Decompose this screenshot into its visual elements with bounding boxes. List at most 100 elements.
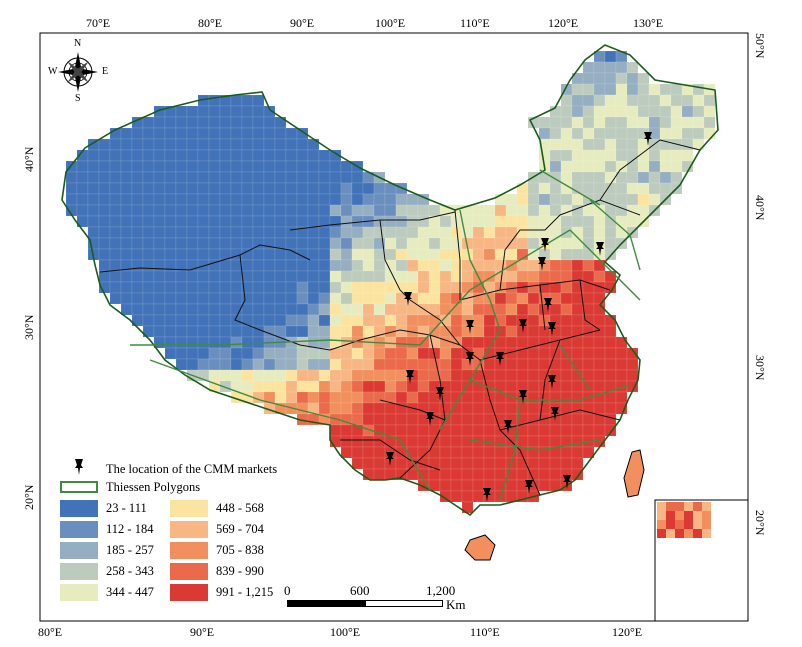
raster-cell [164,171,177,184]
inset-cell [675,511,684,520]
raster-cell [131,204,144,217]
raster-cell [197,358,210,371]
raster-cell [527,369,540,382]
raster-cell [351,369,364,382]
raster-cell [637,94,650,107]
raster-cell [560,94,573,107]
raster-cell [395,215,408,228]
raster-cell [549,358,562,371]
raster-cell [571,226,584,239]
thiessen-edge [569,229,641,301]
raster-cell [65,171,78,184]
raster-cell [219,215,232,228]
raster-cell [527,215,540,228]
raster-cell [120,226,133,239]
raster-cell [274,259,287,272]
raster-cell [395,193,408,206]
raster-cell [164,160,177,173]
raster-cell [318,193,331,206]
raster-cell [318,182,331,195]
raster-cell [362,248,375,261]
raster-cell [439,248,452,261]
raster-cell [373,446,386,459]
raster-cell [329,182,342,195]
raster-cell [604,413,617,426]
raster-cell [219,347,232,360]
raster-cell [175,149,188,162]
raster-cell [406,281,419,294]
raster-cell [483,468,496,481]
raster-cell [329,336,342,349]
raster-cell [219,259,232,272]
raster-cell [417,259,430,272]
raster-cell [307,347,320,360]
raster-cell [659,105,672,118]
raster-cell [593,358,606,371]
raster-cell [593,402,606,415]
raster-cell [527,237,540,250]
raster-cell [582,237,595,250]
raster-cell [208,182,221,195]
raster-cell [494,226,507,239]
inset-cell [657,511,666,520]
raster-cell [417,380,430,393]
legend-class: 705 - 838 [170,541,288,559]
raster-cell [219,303,232,316]
raster-cell [362,413,375,426]
raster-cell [703,127,716,140]
raster-cell [384,215,397,228]
raster-cell [153,149,166,162]
raster-cell [637,193,650,206]
raster-cell [186,160,199,173]
raster-cell [252,127,265,140]
raster-cell [670,94,683,107]
raster-cell [197,270,210,283]
raster-cell [241,380,254,393]
raster-cell [186,270,199,283]
raster-cell [648,160,661,173]
raster-cell [582,105,595,118]
raster-cell [505,303,518,316]
raster-cell [142,182,155,195]
raster-cell [241,171,254,184]
raster-cell [186,358,199,371]
raster-cell [527,182,540,195]
province-boundary [454,209,461,300]
raster-cell [527,193,540,206]
lat-right-label: 40°N [753,195,767,221]
raster-cell [439,292,452,305]
raster-cell [604,171,617,184]
raster-cell [285,149,298,162]
raster-cell [252,358,265,371]
raster-cell [142,160,155,173]
raster-cell [208,215,221,228]
raster-cell [615,72,628,85]
raster-cell [406,314,419,327]
lat-left-label: 30°N [22,314,36,340]
raster-cell [571,413,584,426]
raster-cell [648,171,661,184]
raster-cell [681,105,694,118]
raster-cell [483,215,496,228]
raster-cell [384,358,397,371]
raster-cell [692,83,705,96]
raster-cell [461,391,474,404]
raster-cell [516,259,529,272]
raster-cell [494,204,507,217]
raster-cell [318,237,331,250]
raster-cell [593,259,606,272]
raster-cell [527,314,540,327]
raster-cell [461,325,474,338]
raster-cell [153,281,166,294]
raster-cell [252,248,265,261]
legend-classes: 23 - 111 448 - 568 112 - 184 569 - 704 1… [60,499,285,601]
class-swatch [60,520,98,538]
raster-cell [219,369,232,382]
raster-cell [142,314,155,327]
raster-cell [340,171,353,184]
raster-cell [351,270,364,283]
raster-cell [164,237,177,250]
inset-cell [693,529,702,538]
raster-cell [186,215,199,228]
raster-cell [142,215,155,228]
